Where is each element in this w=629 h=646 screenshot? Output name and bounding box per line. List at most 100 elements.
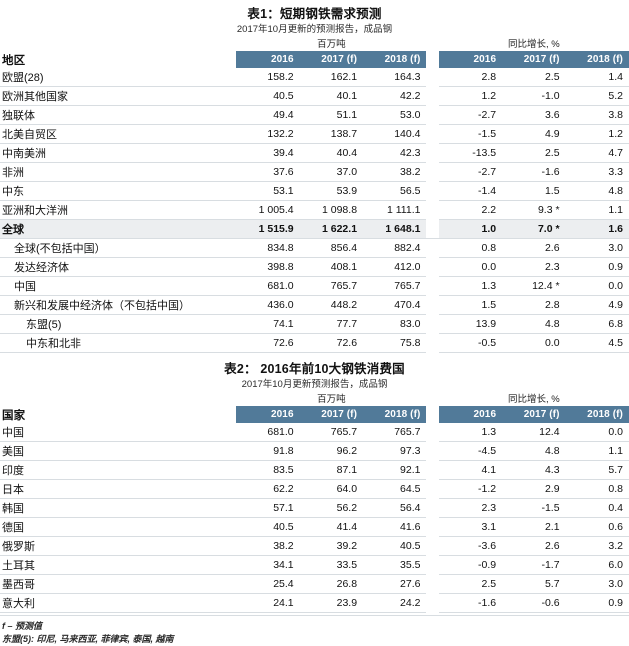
- footnote-asean: 东盟(5): 印尼, 马来西亚, 菲律宾, 泰国, 越南: [2, 634, 174, 644]
- table2-header-vol-2016: 2016: [236, 406, 300, 423]
- cell-volume: 64.5: [363, 479, 427, 499]
- cell-growth: 2.1: [502, 517, 566, 537]
- cell-growth: 1.1: [565, 441, 629, 461]
- row-label: 亚洲和大洋洲: [0, 200, 237, 220]
- cell-growth: -0.6: [502, 593, 566, 613]
- cell-volume: 53.9: [299, 181, 364, 201]
- cell-volume: 74.1: [236, 314, 300, 334]
- table2: 百万吨 同比增长, % 国家 2016 2017 (f) 2018 (f) 20…: [0, 391, 629, 613]
- cell-volume: 92.1: [363, 460, 427, 480]
- cell-volume: 436.0: [236, 295, 300, 315]
- cell-volume: 856.4: [299, 238, 364, 258]
- cell-volume: 42.3: [363, 143, 427, 163]
- row-label: 中东和北非: [0, 333, 237, 353]
- cell-growth: -2.7: [438, 105, 503, 125]
- table1-header-vol-2017: 2017 (f): [299, 51, 364, 68]
- cell-volume: 24.1: [236, 593, 300, 613]
- table2-header-vol-2017: 2017 (f): [299, 406, 364, 423]
- table-row: 全球(不包括中国） 834.8 856.4 882.4 0.8 2.6 3.0: [0, 238, 629, 258]
- cell-growth: 3.6: [502, 105, 566, 125]
- table-row: 欧洲其他国家 40.5 40.1 42.2 1.2 -1.0 5.2: [0, 86, 629, 106]
- cell-volume: 765.7: [363, 276, 427, 296]
- table-row: 中东 53.1 53.9 56.5 -1.4 1.5 4.8: [0, 181, 629, 201]
- cell-growth: -4.5: [438, 441, 503, 461]
- cell-volume: 62.2: [236, 479, 300, 499]
- column-gap: [426, 68, 438, 87]
- cell-volume: 1 622.1: [299, 219, 364, 239]
- cell-volume: 40.1: [299, 86, 364, 106]
- cell-growth: 5.7: [565, 460, 629, 480]
- cell-growth: -3.6: [438, 536, 503, 556]
- cell-growth: -1.6: [438, 593, 503, 613]
- table-row: 全球 1 515.9 1 622.1 1 648.1 1.0 7.0 * 1.6: [0, 219, 629, 239]
- row-label: 美国: [0, 441, 237, 461]
- cell-growth: 1.2: [438, 86, 503, 106]
- table-row: 印度 83.5 87.1 92.1 4.1 4.3 5.7: [0, 460, 629, 480]
- cell-volume: 1 515.9: [236, 219, 300, 239]
- cell-growth: 1.0: [438, 219, 503, 239]
- cell-volume: 40.5: [236, 86, 300, 106]
- cell-growth: 1.1: [565, 200, 629, 220]
- table-row: 日本 62.2 64.0 64.5 -1.2 2.9 0.8: [0, 479, 629, 499]
- cell-growth: -0.9: [438, 555, 503, 575]
- table1-header-pct-2017: 2017 (f): [502, 51, 566, 68]
- column-gap: [426, 423, 438, 442]
- column-gap: [426, 575, 438, 594]
- table2-header-pct-2017: 2017 (f): [502, 406, 566, 423]
- cell-volume: 470.4: [363, 295, 427, 315]
- row-label: 发达经济体: [0, 257, 237, 277]
- cell-growth: -13.5: [438, 143, 503, 163]
- cell-volume: 40.5: [363, 536, 427, 556]
- footnotes: f – 预测值 东盟(5): 印尼, 马来西亚, 菲律宾, 泰国, 越南: [0, 615, 629, 646]
- cell-growth: 4.5: [565, 333, 629, 353]
- column-gap: [426, 556, 438, 575]
- table-row: 东盟(5) 74.1 77.7 83.0 13.9 4.8 6.8: [0, 314, 629, 334]
- table1: 百万吨 同比增长, % 地区 2016 2017 (f) 2018 (f) 20…: [0, 36, 629, 353]
- cell-growth: 3.0: [565, 238, 629, 258]
- row-label: 全球(不包括中国）: [0, 238, 237, 258]
- cell-volume: 765.7: [299, 423, 364, 442]
- cell-growth: -1.7: [502, 555, 566, 575]
- cell-growth: -1.6: [502, 162, 566, 182]
- cell-growth: 13.9: [438, 314, 503, 334]
- row-label: 新兴和发展中经济体（不包括中国）: [0, 295, 237, 315]
- cell-growth: 0.0: [565, 423, 629, 442]
- table2-header-gap: [426, 406, 439, 423]
- column-gap: [426, 315, 438, 334]
- cell-growth: 12.4 *: [502, 276, 566, 296]
- cell-volume: 1 648.1: [363, 219, 427, 239]
- table-row: 俄罗斯 38.2 39.2 40.5 -3.6 2.6 3.2: [0, 536, 629, 556]
- table1-subtitle: 2017年10月更新的预测报告，成品钢: [236, 24, 393, 35]
- cell-growth: -1.2: [438, 479, 503, 499]
- table2-caption-units: 百万吨: [317, 394, 346, 405]
- cell-volume: 56.4: [363, 498, 427, 518]
- cell-growth: 1.5: [438, 295, 503, 315]
- cell-volume: 765.7: [363, 423, 427, 442]
- cell-growth: 12.4: [502, 423, 566, 442]
- cell-growth: 4.8: [502, 314, 566, 334]
- cell-growth: 2.5: [438, 574, 503, 594]
- row-label: 中南美洲: [0, 143, 237, 163]
- table-row: 新兴和发展中经济体（不包括中国） 436.0 448.2 470.4 1.5 2.8 4.9: [0, 295, 629, 315]
- column-gap: [426, 461, 438, 480]
- cell-volume: 37.6: [236, 162, 300, 182]
- cell-growth: 0.8: [565, 479, 629, 499]
- table-row: 北美自贸区 132.2 138.7 140.4 -1.5 4.9 1.2: [0, 124, 629, 144]
- cell-volume: 97.3: [363, 441, 427, 461]
- cell-volume: 448.2: [299, 295, 364, 315]
- cell-growth: 4.9: [502, 124, 566, 144]
- cell-volume: 87.1: [299, 460, 364, 480]
- table2-title: 表2： 2016年前10大钢铁消费国: [224, 362, 405, 376]
- cell-growth: 2.2: [438, 200, 503, 220]
- column-gap: [426, 537, 438, 556]
- table1-header-vol-2018: 2018 (f): [363, 51, 427, 68]
- table2-header-vol-2018: 2018 (f): [363, 406, 427, 423]
- cell-volume: 681.0: [236, 276, 300, 296]
- table1-header-gap: [426, 51, 439, 68]
- table1-caption-units: 百万吨: [317, 39, 346, 50]
- table2-title-block: 表2： 2016年前10大钢铁消费国 2017年10月更新预测报告，成品钢: [0, 355, 629, 391]
- column-gap: [426, 499, 438, 518]
- cell-growth: 1.2: [565, 124, 629, 144]
- row-label: 中东: [0, 181, 237, 201]
- table1-title: 表1：短期钢铁需求预测: [247, 7, 382, 21]
